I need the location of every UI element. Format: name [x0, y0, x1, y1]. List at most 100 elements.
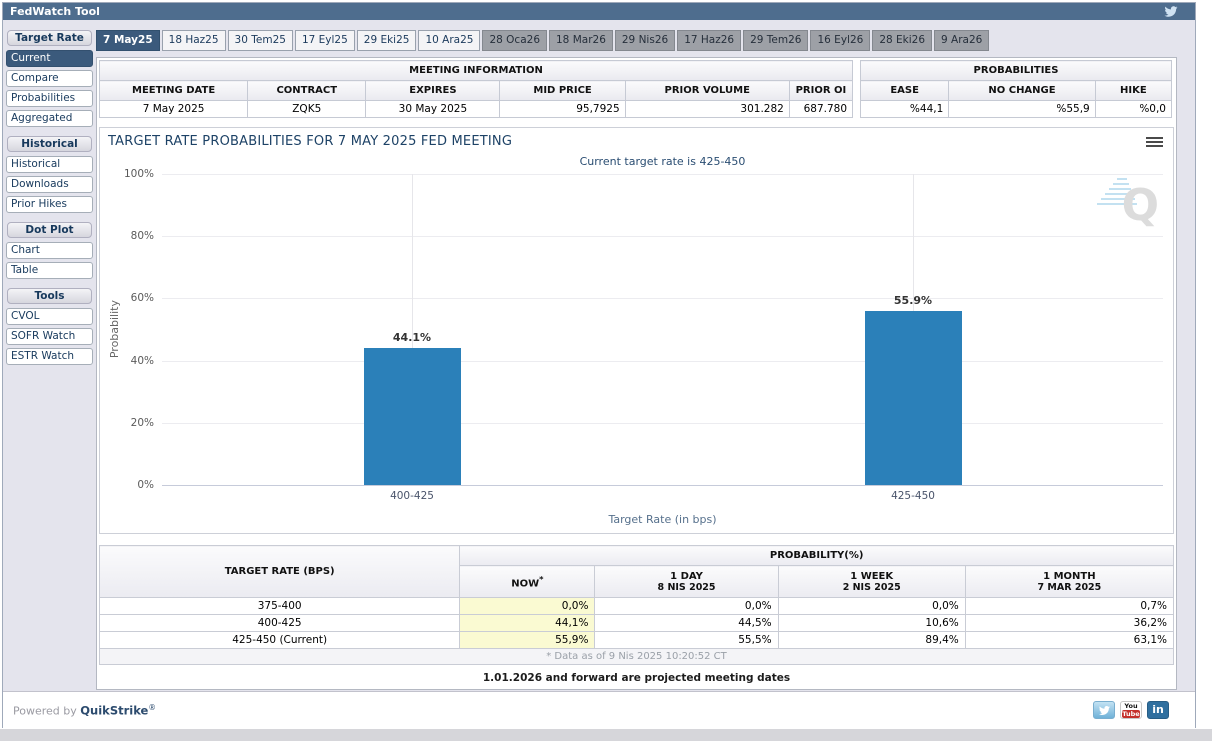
sidebar-section-target-rate: Target Rate — [7, 30, 92, 46]
column-header-no-change: NO CHANGE — [948, 80, 1096, 101]
y-tick-label: 0% — [137, 479, 154, 491]
tab-29-tem26[interactable]: 29 Tem26 — [743, 30, 809, 51]
rate-header: TARGET RATE (BPS) — [98, 545, 461, 598]
powered-by-label: Powered by QuikStrike® — [13, 703, 156, 718]
chart-context-menu-icon[interactable] — [1146, 137, 1163, 150]
sidebar-item-aggregated[interactable]: Aggregated — [6, 110, 93, 127]
cell-expires: 30 May 2025 — [365, 100, 501, 118]
main-panel: MEETING INFORMATION MEETING DATE CONTRACT E… — [96, 57, 1177, 690]
table-footnote-row: * Data as of 9 Nis 2025 10:20:52 CT — [99, 648, 1174, 665]
gridline-h — [162, 361, 1163, 362]
cell-mid-price: 95,7925 — [499, 100, 626, 118]
cell-prob: 0,7% — [964, 597, 1175, 615]
sidebar-item-estr-watch[interactable]: ESTR Watch — [6, 348, 93, 365]
tab-16-eyl26[interactable]: 16 Eyl26 — [810, 30, 871, 51]
chart-subtitle: Current target rate is 425-450 — [579, 155, 746, 168]
y-tick-label: 80% — [130, 230, 154, 242]
sidebar-item-downloads[interactable]: Downloads — [6, 176, 93, 193]
cell-meeting-date: 7 May 2025 — [98, 100, 249, 118]
sidebar-item-prior-hikes[interactable]: Prior Hikes — [6, 196, 93, 213]
tab-10-ara25[interactable]: 10 Ara25 — [418, 30, 481, 51]
titlebar-twitter-icon[interactable] — [1163, 5, 1179, 18]
column-header-hike: HIKE — [1094, 80, 1173, 101]
tab-28-oca26[interactable]: 28 Oca26 — [482, 30, 547, 51]
sidebar-item-probabilities[interactable]: Probabilities — [6, 90, 93, 107]
x-axis-line — [162, 485, 1163, 486]
linkedin-icon[interactable]: in — [1147, 701, 1169, 719]
cell-prob: 44,1% — [459, 614, 596, 632]
cell-ease: %44,1 — [859, 100, 950, 118]
sidebar-item-compare[interactable]: Compare — [6, 70, 93, 87]
column-header-prior-volume: PRIOR VOLUME — [624, 80, 790, 101]
gridline-h — [162, 236, 1163, 237]
data-footnote: * Data as of 9 Nis 2025 10:20:52 CT — [99, 648, 1174, 665]
sidebar-item-historical[interactable]: Historical — [6, 156, 93, 173]
column-header-meeting-date: MEETING DATE — [98, 80, 249, 101]
chart-panel: TARGET RATE PROBABILITIES FOR 7 MAY 2025… — [99, 127, 1174, 534]
bottom-strip — [0, 729, 1212, 741]
chart-title: TARGET RATE PROBABILITIES FOR 7 MAY 2025… — [108, 134, 513, 149]
tab-18-haz25[interactable]: 18 Haz25 — [161, 30, 226, 51]
gridline-h — [162, 174, 1163, 175]
tab-28-eki26[interactable]: 28 Eki26 — [872, 30, 933, 51]
table-row: %44,1 %55,9 %0,0 — [859, 100, 1173, 118]
cell-prob: 0,0% — [459, 597, 596, 615]
cell-prior-oi: 687.780 — [788, 100, 854, 118]
cell-rate: 375-400 — [98, 597, 461, 615]
cell-no-change: %55,9 — [948, 100, 1096, 118]
youtube-icon[interactable]: You Tube — [1120, 701, 1142, 719]
column-header-ease: EASE — [859, 80, 950, 101]
sidebar-item-current[interactable]: Current — [6, 50, 93, 67]
x-axis-title: Target Rate (in bps) — [608, 513, 717, 526]
meeting-info-table: MEETING INFORMATION MEETING DATE CONTRACT E… — [98, 60, 854, 118]
footer: Powered by QuikStrike® You Tube in — [3, 691, 1195, 728]
x-tick-label: 425-450 — [891, 490, 935, 502]
tab-17-haz26[interactable]: 17 Haz26 — [677, 30, 742, 51]
probability-table: TARGET RATE (BPS) PROBABILITY(%) NOW* 1 DAY… — [98, 545, 1175, 665]
titlebar: FedWatch Tool — [3, 3, 1195, 20]
cell-prob: 63,1% — [964, 631, 1175, 649]
sidebar-item-chart[interactable]: Chart — [6, 242, 93, 259]
gridline-h — [162, 423, 1163, 424]
sidebar-item-table[interactable]: Table — [6, 262, 93, 279]
cell-prob: 0,0% — [777, 597, 966, 615]
sidebar-section-dot-plot: Dot Plot — [7, 222, 92, 238]
y-tick-label: 60% — [130, 292, 154, 304]
bar-400-425[interactable] — [363, 348, 461, 485]
sidebar-item-cvol[interactable]: CVOL — [6, 308, 93, 325]
table-caption: MEETING INFORMATION — [99, 60, 853, 81]
column-header-1-day: 1 DAY 8 NIS 2025 — [594, 565, 779, 598]
tab-17-eyl25[interactable]: 17 Eyl25 — [294, 30, 355, 51]
bar-value-label: 55.9% — [893, 294, 933, 307]
cell-prob: 55,9% — [459, 631, 596, 649]
tab-7-may25[interactable]: 7 May25 — [96, 30, 160, 51]
sidebar-section-tools: Tools — [7, 288, 92, 304]
cell-prob: 44,5% — [594, 614, 779, 632]
column-header-1-month: 1 MONTH 7 MAR 2025 — [964, 565, 1175, 598]
y-axis-title: Probability — [108, 300, 121, 359]
cell-rate: 425-450 (Current) — [98, 631, 461, 649]
column-header-contract: CONTRACT — [247, 80, 367, 101]
sidebar-section-historical: Historical — [7, 136, 92, 152]
column-header-1-week: 1 WEEK 2 NIS 2025 — [777, 565, 966, 598]
tab-29-nis26[interactable]: 29 Nis26 — [614, 30, 676, 51]
plot-area: Probability Target Rate (in bps) 0% 20% 40… — [108, 168, 1163, 526]
probabilities-summary-table: PROBABILITIES EASE NO CHANGE HIKE %44,1 %55,9… — [859, 60, 1173, 118]
cell-prob: 55,5% — [594, 631, 779, 649]
cell-prob: 89,4% — [777, 631, 966, 649]
tab-9-ara26[interactable]: 9 Ara26 — [934, 30, 990, 51]
cell-prob: 10,6% — [777, 614, 966, 632]
table-row: 375-400 0,0% 0,0% 0,0% 0,7% — [98, 597, 1175, 615]
tab-29-eki25[interactable]: 29 Eki25 — [356, 30, 417, 51]
tab-18-mar26[interactable]: 18 Mar26 — [549, 30, 613, 51]
bar-value-label: 44.1% — [392, 331, 432, 344]
y-tick-label: 20% — [130, 417, 154, 429]
bar-425-450[interactable] — [864, 311, 962, 485]
sidebar-item-sofr-watch[interactable]: SOFR Watch — [6, 328, 93, 345]
tab-30-tem25[interactable]: 30 Tem25 — [227, 30, 293, 51]
twitter-icon[interactable] — [1093, 701, 1115, 719]
y-tick-label: 100% — [123, 168, 154, 180]
app-title: FedWatch Tool — [10, 5, 100, 18]
column-header-mid-price: MID PRICE — [499, 80, 626, 101]
projected-note: 1.01.2026 and forward are projected meet… — [482, 672, 791, 684]
